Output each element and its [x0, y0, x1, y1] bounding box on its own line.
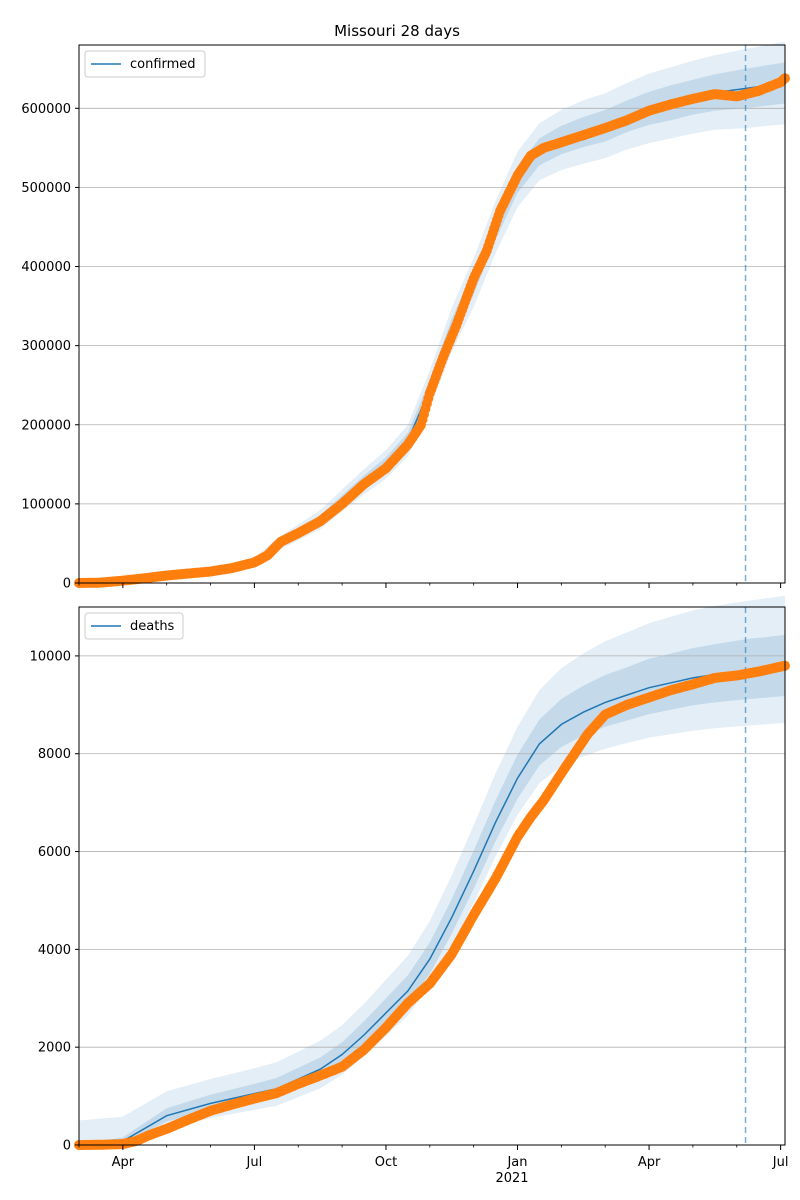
x-tick-label: Apr: [112, 1155, 135, 1170]
model-line: [78, 82, 786, 584]
deaths-legend: deaths: [84, 612, 184, 640]
y-tick-label: 0: [63, 577, 71, 592]
y-tick-label: 400000: [21, 260, 71, 275]
deaths-uncertainty-bands: [79, 595, 785, 1145]
band-inner: [79, 62, 785, 583]
y-tick-label: 500000: [21, 181, 71, 196]
legend-label-confirmed: confirmed: [130, 57, 196, 72]
x-axis-year-label: 2021: [495, 1171, 528, 1186]
x-tick-label: Jul: [772, 1155, 789, 1170]
confirmed-y-ticks: 0 100000 200000 300000 400000 500000 600000: [21, 102, 79, 592]
deaths-y-ticks: 0 2000 4000 6000 8000 10000: [30, 649, 79, 1154]
chart-title: Missouri 28 days: [334, 22, 460, 40]
x-tick-label: Jul: [246, 1155, 263, 1170]
x-tick-label: Apr: [638, 1155, 661, 1170]
confirmed-gridlines: [79, 107, 785, 584]
y-tick-label: 6000: [38, 845, 71, 860]
legend-box: [84, 50, 206, 78]
deaths-plot-frame: [78, 606, 786, 1146]
y-tick-label: 4000: [38, 943, 71, 958]
band-outer: [79, 595, 785, 1145]
y-tick-label: 2000: [38, 1041, 71, 1056]
band-inner: [79, 634, 785, 1145]
confirmed-uncertainty-bands: [79, 41, 785, 584]
x-tick-label: Oct: [375, 1155, 397, 1170]
y-tick-label: 8000: [38, 747, 71, 762]
x-tick-label: Jan: [506, 1155, 527, 1170]
x-axis-labels: Apr Jul Oct Jan Apr Jul: [112, 1155, 789, 1170]
confirmed-plot-frame: [78, 44, 786, 584]
confirmed-legend: confirmed: [84, 50, 206, 78]
band-outer: [79, 41, 785, 584]
legend-box: [84, 612, 184, 640]
y-tick-label: 0: [63, 1139, 71, 1154]
deaths-observed-points: [74, 660, 790, 1150]
confirmed-x-ticks: [78, 583, 782, 588]
y-tick-label: 100000: [21, 497, 71, 512]
confirmed-observed-points: [74, 73, 790, 588]
deaths-x-ticks: [78, 1145, 782, 1150]
deaths-panel: 0 2000 4000 6000 8000 10000 deaths: [30, 595, 790, 1154]
y-tick-label: 300000: [21, 339, 71, 354]
y-tick-label: 600000: [21, 102, 71, 117]
confirmed-panel: 0 100000 200000 300000 400000 500000 600000 co…: [21, 41, 790, 592]
deaths-model-line: [78, 665, 786, 1146]
legend-label-deaths: deaths: [130, 619, 175, 634]
y-tick-label: 200000: [21, 418, 71, 433]
y-tick-label: 10000: [30, 649, 71, 664]
confirmed-model-line: [78, 82, 786, 584]
model-line: [78, 665, 786, 1146]
